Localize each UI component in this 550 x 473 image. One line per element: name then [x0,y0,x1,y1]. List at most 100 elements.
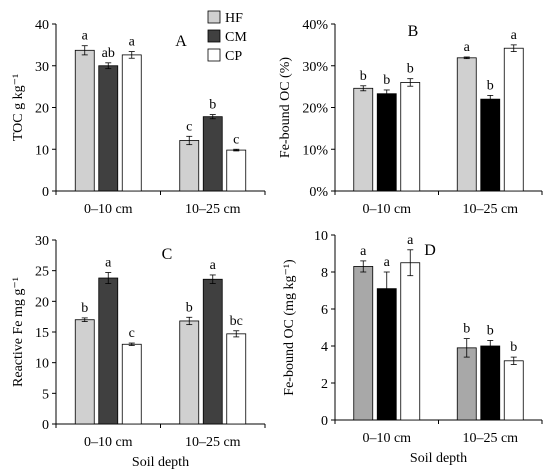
x-tick-label: 10–25 cm [185,202,241,217]
bar-HF-0 [74,319,95,425]
chart-panel-B: 0% 10% 20% 30% 40% Fe-bound OC (%) b b b 0–10 cm a… [278,18,543,217]
y-tick-label: 0% [309,185,328,200]
legend-swatch-CP [207,48,221,62]
significance-letter: b [360,69,367,84]
x-tick-label: 0–10 cm [84,435,133,450]
significance-letter: b [383,73,390,88]
chart-panel-C: 0 5 10 15 20 25 30 Reactive Fe mg g⁻¹ b a c 0–10 cm… [11,234,266,470]
panel-label: D [424,242,436,259]
y-axis-label: Fe-bound OC (%) [278,57,293,158]
x-axis-label: Soil depth [132,455,189,470]
panel-label: A [175,33,187,50]
bar-HF-1 [179,140,200,192]
y-axis-label: TOC g kg⁻¹ [11,74,26,141]
bar-HF-0 [74,49,95,192]
y-tick-label: 10 [35,357,49,372]
significance-letter: b [463,322,470,337]
bar-CM-1 [202,116,223,192]
bar-HF-1 [456,57,477,192]
significance-letter: b [510,340,517,355]
bar-HF-1 [179,320,200,425]
significance-letter: ab [102,46,115,61]
bar-CM-1 [480,345,501,421]
legend-label-CM: CM [225,30,247,45]
bar-HF-0 [353,87,374,192]
significance-letter: a [407,233,414,248]
legend: HF CM CP [207,10,247,64]
y-axis-label: Reactive Fe mg g⁻¹ [11,277,26,387]
bar-CP-0 [121,54,142,192]
significance-letter: a [129,35,136,50]
legend-swatch-CM [207,29,221,43]
y-tick-label: 4 [321,340,328,355]
y-tick-label: 20% [302,102,328,117]
bar-CM-0 [376,93,397,192]
x-tick-label: 0–10 cm [362,431,411,446]
significance-letter: a [511,28,518,43]
y-tick-label: 30 [35,60,49,75]
y-tick-label: 20 [35,102,49,117]
panel-label: B [408,23,419,40]
x-tick-label: 0–10 cm [84,202,133,217]
bar-CM-0 [98,277,119,425]
bar-CP-1 [503,47,524,192]
significance-letter: c [233,132,239,147]
significance-letter: b [81,301,88,316]
significance-letter: b [487,323,494,338]
y-tick-label: 8 [321,266,328,281]
y-tick-label: 30 [35,234,49,249]
bar-CP-1 [226,333,247,425]
significance-letter: c [186,119,192,134]
significance-letter: a [464,40,471,55]
y-tick-label: 15 [35,326,49,341]
bar-CP-0 [400,262,421,421]
bar-CM-0 [98,65,119,192]
y-tick-label: 40 [35,18,49,33]
x-tick-label: 0–10 cm [362,202,411,217]
y-tick-label: 10 [314,229,328,244]
panel-label: C [162,246,173,263]
bar-CM-0 [376,288,397,421]
legend-swatch-HF [207,10,221,24]
y-axis-label: Fe-bound OC (mg kg⁻¹) [282,259,297,396]
y-tick-label: 6 [321,303,328,318]
y-tick-label: 40% [302,18,328,33]
y-tick-label: 0 [42,185,49,200]
x-tick-label: 10–25 cm [462,202,518,217]
significance-letter: a [82,29,89,44]
y-tick-label: 0 [42,418,49,433]
bar-CP-1 [226,149,247,192]
significance-letter: b [487,78,494,93]
significance-letter: c [129,326,135,341]
x-tick-label: 10–25 cm [462,431,518,446]
x-axis-label: Soil depth [410,451,467,466]
y-tick-label: 10 [35,143,49,158]
significance-letter: a [360,244,367,259]
significance-letter: b [407,62,414,77]
chart-panel-D: 0 2 4 6 8 10 Fe-bound OC (mg kg⁻¹) a a a 0–10 cm b b… [282,229,543,466]
y-tick-label: 10% [302,143,328,158]
bar-CP-0 [121,343,142,425]
significance-letter: a [210,258,217,273]
legend-label-CP: CP [225,49,242,64]
significance-letter: bc [230,314,243,329]
y-tick-label: 20 [35,295,49,310]
y-tick-label: 2 [321,377,328,392]
bar-CM-1 [202,278,223,425]
bar-CM-1 [480,98,501,192]
significance-letter: b [186,300,193,315]
bar-HF-1 [456,347,477,421]
y-tick-label: 0 [321,414,328,429]
x-tick-label: 10–25 cm [185,435,241,450]
significance-letter: a [105,256,112,271]
legend-label-HF: HF [225,11,243,26]
y-tick-label: 25 [35,265,49,280]
y-tick-label: 30% [302,60,328,75]
bar-CP-1 [503,360,524,421]
significance-letter: b [209,98,216,113]
bar-HF-0 [353,266,374,421]
bar-CP-0 [400,82,421,192]
y-tick-label: 5 [42,387,49,402]
